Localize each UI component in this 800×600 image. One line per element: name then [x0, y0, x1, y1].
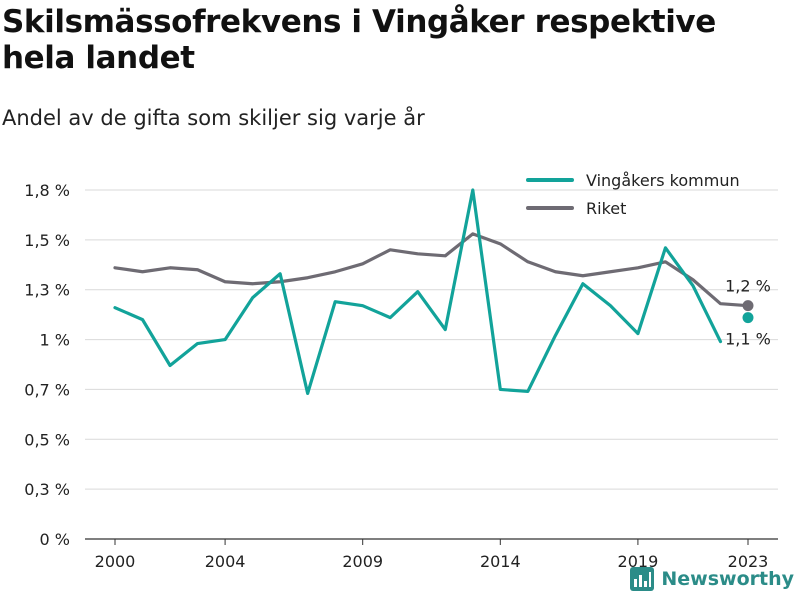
x-axis: 2000 2004 2009 2014 2019 2023 — [95, 539, 769, 571]
newsworthy-brand: Newsworthy — [629, 566, 794, 592]
x-tick-label: 2014 — [480, 552, 521, 571]
y-tick-label: 0,3 % — [24, 480, 70, 499]
y-tick-label: 1,5 % — [24, 231, 70, 250]
x-tick-label: 2009 — [342, 552, 383, 571]
grid-lines — [85, 189, 778, 540]
brand-name: Newsworthy — [661, 568, 794, 590]
chart-subtitle: Andel av de gifta som skiljer sig varje … — [2, 106, 425, 130]
x-tick-label: 2004 — [205, 552, 246, 571]
end-point-ving-kers-kommun — [742, 312, 754, 324]
series-line-ving-kers-kommun — [113, 188, 723, 396]
series-lines — [113, 188, 754, 396]
x-tick-label: 2019 — [618, 552, 659, 571]
x-tick-label: 2023 — [728, 552, 769, 571]
y-axis: 0 % 0,3 % 0,5 % 0,7 % 1 % 1,3 % 1,5 % 1,8 % — [24, 181, 70, 549]
y-tick-label: 0,5 % — [24, 430, 70, 449]
series-line-riket — [113, 232, 750, 308]
y-tick-label: 0,7 % — [24, 380, 70, 399]
end-labels: 1,2 % 1,1 % — [725, 277, 771, 349]
newsworthy-logo-icon — [630, 567, 655, 591]
legend: Vingåkers kommun Riket — [526, 171, 740, 218]
y-tick-label: 0 % — [40, 530, 70, 549]
y-tick-label: 1 % — [40, 331, 70, 350]
chart-title: Skilsmässofrekvens i Vingåker respektive… — [2, 4, 716, 76]
x-tick-label: 2000 — [95, 552, 136, 571]
legend-label: Riket — [586, 199, 626, 218]
legend-label: Vingåkers kommun — [586, 171, 740, 190]
end-label-riket: 1,2 % — [725, 277, 771, 296]
end-label-vingaker: 1,1 % — [725, 330, 771, 349]
end-point-riket — [742, 300, 754, 312]
y-tick-label: 1,8 % — [24, 181, 70, 200]
y-tick-label: 1,3 % — [24, 281, 70, 300]
